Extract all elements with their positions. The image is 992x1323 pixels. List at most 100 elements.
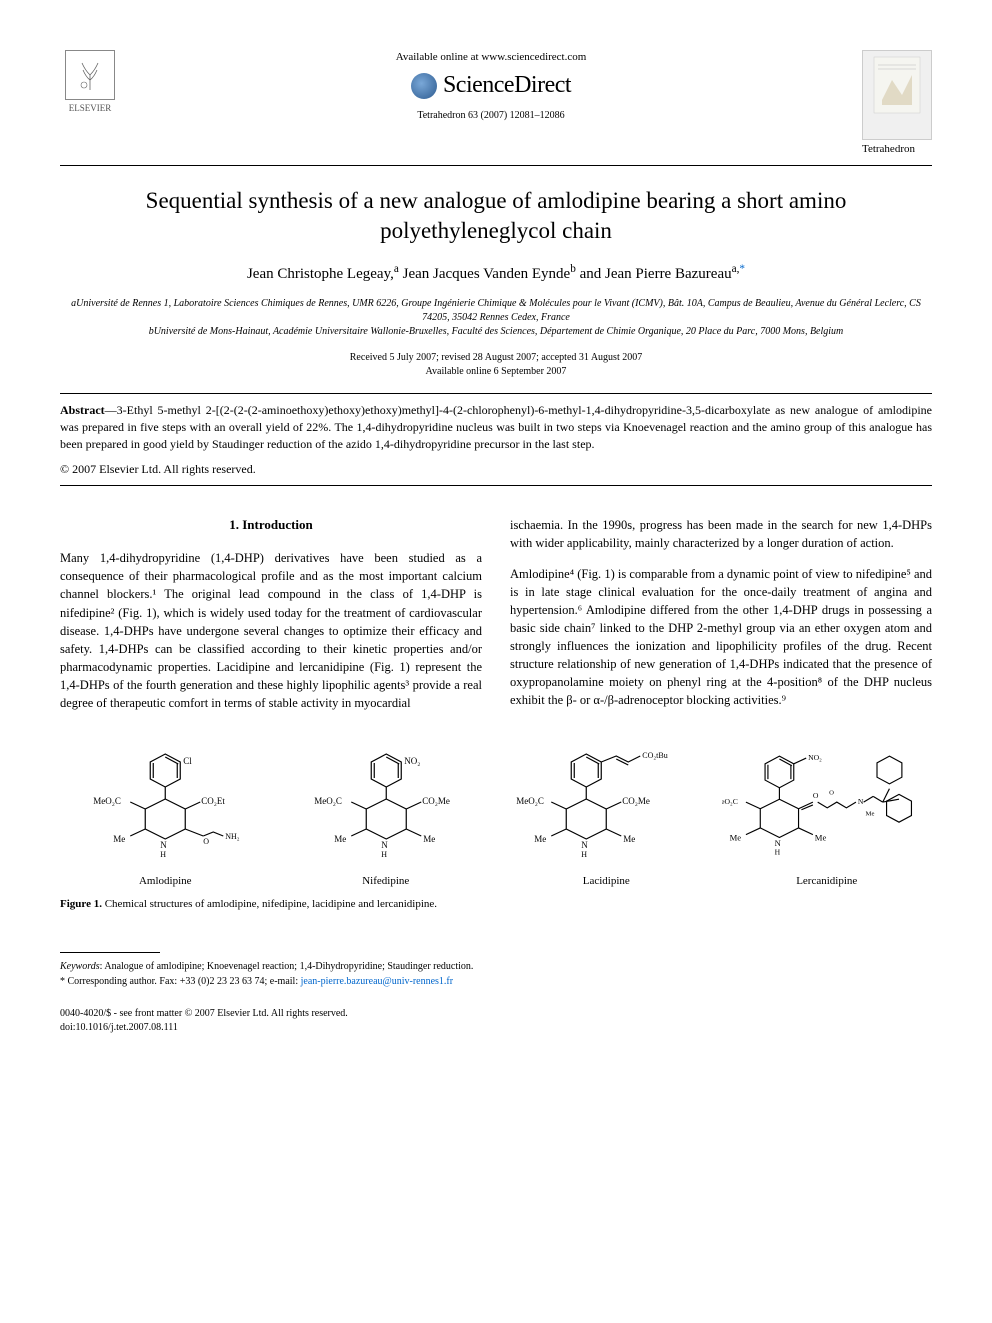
lercanidipine-svg: NO₂ MeO₂C O N Me Me NH Me O [722,744,933,864]
svg-text:Me: Me [729,833,741,843]
journal-name: Tetrahedron [862,142,932,157]
intro-para-1: Many 1,4-dihydropyridine (1,4-DHP) deriv… [60,549,482,712]
journal-cover-box: Tetrahedron [862,50,932,157]
svg-text:O: O [203,837,209,846]
svg-text:O: O [829,790,834,797]
svg-text:H: H [160,850,166,859]
abstract-rule-top [60,393,932,394]
publisher-name: ELSEVIER [69,103,112,113]
author-2-aff: b [570,263,576,275]
affiliations: aUniversité de Rennes 1, Laboratoire Sci… [60,297,932,339]
svg-text:MeO₂C: MeO₂C [722,797,738,806]
keywords-text: : Analogue of amlodipine; Knoevenagel re… [100,961,474,972]
svg-text:Me: Me [534,834,546,844]
abstract: Abstract—3-Ethyl 5-methyl 2-[(2-(2-(2-am… [60,402,932,452]
journal-cover-icon [862,50,932,140]
elsevier-logo: ELSEVIER [60,50,120,115]
svg-text:Me: Me [623,834,635,844]
intro-para-3: Amlodipine⁴ (Fig. 1) is comparable from … [510,565,932,710]
svg-text:MeO₂C: MeO₂C [516,796,544,806]
abstract-rule-bottom [60,485,932,486]
header-row: ELSEVIER Available online at www.science… [60,50,932,157]
svg-text:CO₂tBu: CO₂tBu [642,751,667,760]
svg-text:Me: Me [113,834,125,844]
footer-section: Keywords: Analogue of amlodipine; Knoeve… [60,952,932,1035]
svg-text:Me: Me [865,811,874,818]
figure-1-caption: Figure 1. Chemical structures of amlodip… [60,897,932,912]
lacidipine-svg: CO₂tBu MeO₂C CO₂Me Me NH Me [501,744,712,864]
svg-text:CO₂Me: CO₂Me [622,796,650,806]
author-2: Jean Jacques Vanden Eynde [403,266,571,282]
author-3: Jean Pierre Bazureau [605,266,732,282]
nifedipine-svg: NO₂ MeO₂C CO₂Me Me NH Me [281,744,492,864]
svg-text:MeO₂C: MeO₂C [93,796,121,806]
article-title: Sequential synthesis of a new analogue o… [60,186,932,246]
keywords-line: Keywords: Analogue of amlodipine; Knoeve… [60,959,932,974]
elsevier-tree-icon [65,50,115,100]
authors-line: Jean Christophe Legeay,a Jean Jacques Va… [60,262,932,285]
figure-1-label: Figure 1. [60,898,102,910]
issn-line: 0040-4020/$ - see front matter © 2007 El… [60,1007,932,1021]
author-1-aff: a [394,263,399,275]
author-1: Jean Christophe Legeay, [247,266,394,282]
header-divider [60,165,932,166]
amlodipine-label: Amlodipine [60,874,271,889]
svg-text:NO₂: NO₂ [808,753,822,762]
svg-text:Cl: Cl [183,756,192,766]
structure-amlodipine: Cl MeO₂C CO₂Et Me NH NH₂ O Amlodipine [60,744,271,889]
journal-reference: Tetrahedron 63 (2007) 12081–12086 [120,109,862,123]
svg-text:Me: Me [814,833,826,843]
center-header: Available online at www.sciencedirect.co… [120,50,862,123]
structure-lercanidipine: NO₂ MeO₂C O N Me Me NH Me O Lercanidipin… [722,744,933,889]
amlodipine-svg: Cl MeO₂C CO₂Et Me NH NH₂ O [60,744,271,864]
nifedipine-label: Nifedipine [281,874,492,889]
svg-text:H: H [774,848,780,857]
footer-divider [60,952,160,953]
svg-text:CO₂Me: CO₂Me [422,796,450,806]
intro-para-2: ischaemia. In the 1990s, progress has be… [510,516,932,552]
svg-text:O: O [812,792,818,801]
svg-text:N: N [381,840,388,850]
article-dates: Received 5 July 2007; revised 28 August … [60,351,932,379]
lacidipine-label: Lacidipine [501,874,712,889]
svg-text:H: H [581,850,587,859]
abstract-text: —3-Ethyl 5-methyl 2-[(2-(2-(2-aminoethox… [60,403,932,451]
svg-text:Me: Me [423,834,435,844]
sciencedirect-brand: ScienceDirect [120,69,862,103]
svg-text:N: N [160,840,167,850]
column-right: ischaemia. In the 1990s, progress has be… [510,516,932,724]
corresponding-email[interactable]: jean-pierre.bazureau@univ-rennes1.fr [301,976,453,987]
corresponding-text: * Corresponding author. Fax: +33 (0)2 23… [60,976,301,987]
received-date: Received 5 July 2007; revised 28 August … [60,351,932,365]
figure-1-caption-text: Chemical structures of amlodipine, nifed… [105,898,437,910]
svg-text:NO₂: NO₂ [404,756,420,766]
column-left: 1. Introduction Many 1,4-dihydropyridine… [60,516,482,724]
corresponding-star: * [739,263,745,275]
keywords-label: Keywords [60,961,100,972]
figure-1-row: Cl MeO₂C CO₂Et Me NH NH₂ O Amlodipine NO… [60,744,932,889]
abstract-label: Abstract [60,403,105,417]
affiliation-b: bUniversité de Mons-Hainaut, Académie Un… [60,325,932,339]
svg-text:MeO₂C: MeO₂C [314,796,342,806]
svg-text:Me: Me [334,834,346,844]
copyright-line: © 2007 Elsevier Ltd. All rights reserved… [60,461,932,478]
online-date: Available online 6 September 2007 [60,365,932,379]
corresponding-author-line: * Corresponding author. Fax: +33 (0)2 23… [60,974,932,989]
bottom-info: 0040-4020/$ - see front matter © 2007 El… [60,1007,932,1035]
authors-and: and [580,266,605,282]
svg-text:N: N [581,840,588,850]
svg-text:N: N [774,838,781,848]
lercanidipine-label: Lercanidipine [722,874,933,889]
structure-lacidipine: CO₂tBu MeO₂C CO₂Me Me NH Me Lacidipine [501,744,712,889]
available-online-text: Available online at www.sciencedirect.co… [120,50,862,65]
svg-text:NH₂: NH₂ [225,832,240,841]
sciencedirect-text: ScienceDirect [443,69,571,103]
section-1-heading: 1. Introduction [60,516,482,535]
body-columns: 1. Introduction Many 1,4-dihydropyridine… [60,516,932,724]
svg-text:N: N [857,797,863,806]
doi-line: doi:10.1016/j.tet.2007.08.111 [60,1021,932,1035]
svg-text:H: H [381,850,387,859]
sciencedirect-icon [411,73,437,99]
structure-nifedipine: NO₂ MeO₂C CO₂Me Me NH Me Nifedipine [281,744,492,889]
svg-text:CO₂Et: CO₂Et [201,796,225,806]
